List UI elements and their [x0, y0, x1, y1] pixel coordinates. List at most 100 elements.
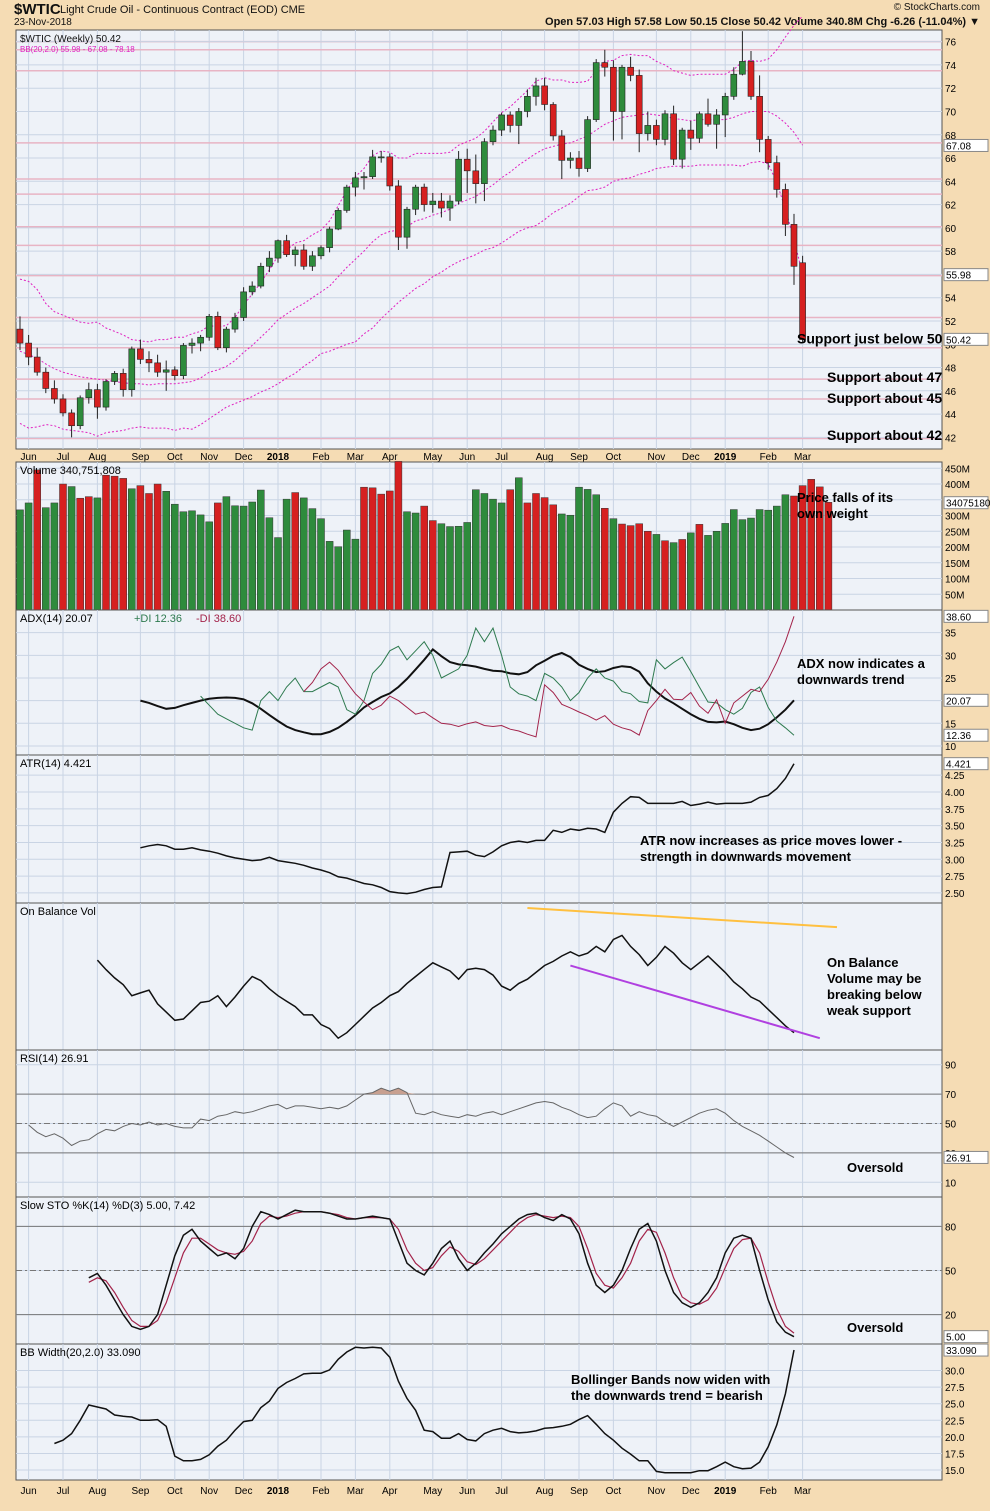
- volume-bar-69: [609, 518, 618, 611]
- sto-ytick-1: 50: [945, 1267, 957, 1278]
- candle-body-58: [515, 111, 523, 126]
- bbw-ytick-2: 20.0: [945, 1433, 965, 1444]
- month-label-6: Dec: [235, 452, 253, 463]
- vol-ytick-2: 150M: [945, 559, 970, 570]
- volume-bar-40: [360, 486, 368, 611]
- candle-body-68: [601, 62, 609, 68]
- candle-body-0: [16, 328, 24, 344]
- volume-bar-11: [110, 475, 119, 611]
- volume-bar-42: [377, 493, 385, 611]
- bbwidth-title: BB Width(20,2.0) 33.090: [20, 1347, 140, 1359]
- volume-bar-44: [394, 461, 403, 611]
- price-ytick-0: 42: [945, 433, 957, 444]
- volume-bar-12: [119, 478, 127, 611]
- rsi-annotation-0: Oversold: [847, 1160, 903, 1175]
- month-label-15: Sep: [570, 452, 588, 463]
- candle-body-13: [128, 348, 136, 390]
- volume-bar-21: [196, 514, 205, 611]
- atr-annotation-0: ATR now increases as price moves lower -: [640, 833, 902, 848]
- candle-body-74: [653, 125, 660, 140]
- price-ytick-12: 66: [945, 154, 957, 165]
- adx-ytick-4: 30: [945, 651, 957, 662]
- volume-bar-20: [188, 510, 196, 611]
- volume-title: Volume 340,751,808: [20, 465, 121, 477]
- volume-bar-64: [566, 514, 575, 611]
- month-label-bottom-20: Feb: [760, 1486, 778, 1497]
- candle-body-41: [369, 156, 376, 177]
- volume-bar-8: [85, 496, 93, 611]
- month-label-12: Jun: [459, 452, 475, 463]
- volume-bar-24: [222, 496, 231, 611]
- candle-body-54: [481, 141, 488, 184]
- atr-ytick-4: 3.50: [945, 822, 965, 833]
- adx-series-2: [303, 616, 795, 738]
- price-ytick-17: 76: [945, 38, 957, 49]
- candle-body-12: [119, 373, 127, 390]
- month-label-18: Dec: [682, 452, 700, 463]
- copyright: © StockCharts.com: [893, 2, 980, 13]
- candle-body-15: [145, 359, 153, 364]
- month-label-bottom-15: Sep: [570, 1486, 588, 1497]
- volume-bar-55: [489, 498, 497, 611]
- month-label-bottom-0: Jun: [21, 1486, 37, 1497]
- candle-body-78: [687, 129, 695, 139]
- month-label-bottom-1: Jul: [57, 1486, 70, 1497]
- volume-bar-5: [59, 483, 67, 611]
- candle-body-60: [532, 85, 540, 97]
- bbw-ytick-6: 30.0: [945, 1367, 965, 1378]
- volume-bar-2: [33, 469, 41, 611]
- volume-bar-73: [644, 531, 652, 611]
- adx-series-0: [140, 648, 795, 736]
- symbol: $WTIC: [14, 1, 61, 18]
- obv-annotation-3: weak support: [826, 1003, 911, 1018]
- candle-body-53: [472, 170, 480, 184]
- candle-body-76: [670, 113, 677, 160]
- candle-body-3: [42, 371, 50, 389]
- obv-annotation-1: Volume may be: [827, 971, 921, 986]
- atr-ytick-1: 2.75: [945, 872, 965, 883]
- candle-body-17: [162, 369, 170, 373]
- price-ytick-8: 58: [945, 247, 957, 258]
- sto-d-line: [88, 1211, 795, 1334]
- volume-bar-66: [583, 489, 592, 611]
- atr-last-value-box: [943, 757, 989, 771]
- volume-last-value-box: [943, 496, 989, 510]
- obv-panel-bg: [15, 902, 943, 1051]
- atr-ytick-3: 3.25: [945, 838, 965, 849]
- candle-body-31: [283, 240, 290, 255]
- sto-panel: 20 50 80 Slow STO %K(14) %D(3) 5.00, 7.42 5.…: [15, 1196, 989, 1345]
- volume-bar-79: [695, 524, 704, 611]
- candle-body-36: [326, 228, 333, 248]
- bbwidth-annotation-1: the downwards trend = bearish: [571, 1388, 763, 1403]
- candle-body-56: [498, 114, 505, 131]
- volume-bar-13: [128, 488, 136, 611]
- candle-body-82: [721, 96, 729, 116]
- vol-ytick-8: 450M: [945, 464, 970, 475]
- rsi-ytick-3: 70: [945, 1090, 957, 1101]
- volume-bar-14: [136, 485, 145, 611]
- volume-bar-88: [773, 505, 781, 611]
- volume-bar-61: [540, 497, 549, 611]
- volume-bar-77: [678, 539, 686, 611]
- month-label-0: Jun: [21, 452, 37, 463]
- bb-middle-last-value: 67.08: [946, 141, 971, 152]
- candle-body-88: [773, 162, 781, 190]
- month-label-21: Mar: [794, 452, 812, 463]
- volume-panel: 50M100M150M200M250M300M350M400M450MVolum…: [15, 461, 990, 611]
- volume-bar-6: [67, 486, 76, 611]
- month-label-5: Nov: [200, 452, 218, 463]
- bb-lower-last-value: 55.98: [946, 271, 971, 282]
- vol-ytick-3: 200M: [945, 543, 970, 554]
- volume-bar-15: [145, 493, 153, 611]
- volume-bar-3: [42, 507, 50, 611]
- volume-bar-18: [171, 503, 179, 611]
- candle-body-65: [575, 157, 583, 169]
- candle-body-87: [764, 139, 772, 163]
- price-last-value: 50.42: [946, 335, 971, 346]
- rsi-overbought-fill: [364, 1088, 416, 1095]
- candle-body-67: [592, 62, 600, 120]
- month-label-bottom-2: Aug: [89, 1486, 107, 1497]
- candle-body-33: [300, 249, 308, 267]
